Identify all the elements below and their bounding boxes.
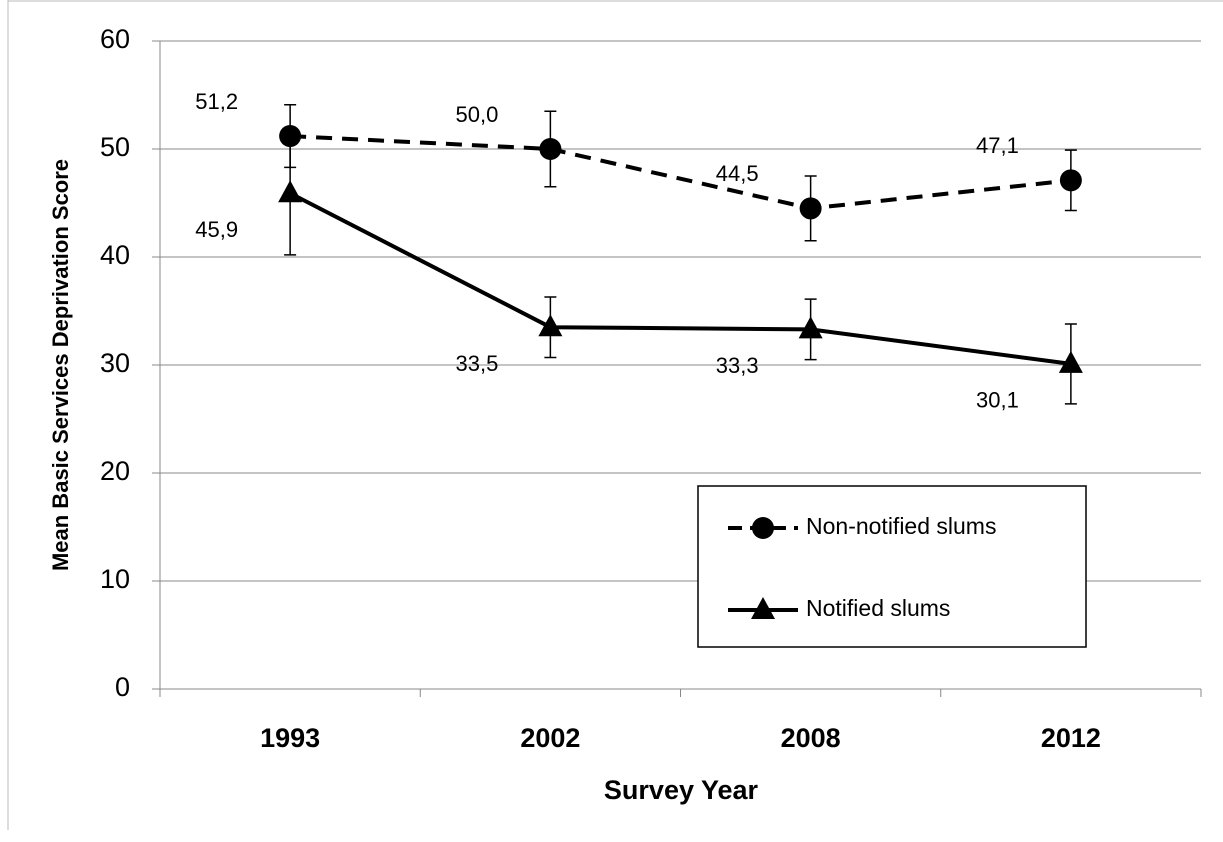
y-tick-label: 40 xyxy=(100,240,130,270)
y-axis-title: Mean Basic Services Deprivation Score xyxy=(48,159,73,571)
data-label: 30,1 xyxy=(976,388,1019,413)
data-label: 47,1 xyxy=(976,133,1019,158)
y-tick-label: 0 xyxy=(115,672,130,702)
legend-box xyxy=(697,485,1087,648)
data-label: 50,0 xyxy=(456,102,499,127)
legend-label: Non-notified slums xyxy=(806,513,996,539)
y-tick-label: 50 xyxy=(100,132,130,162)
legend-marker xyxy=(751,597,775,619)
series-line xyxy=(289,191,1072,366)
data-label: 33,5 xyxy=(456,351,499,376)
x-tick-label: 2002 xyxy=(520,723,580,753)
data-point xyxy=(798,316,823,339)
series-line xyxy=(290,134,1072,211)
data-point xyxy=(799,197,822,220)
legend-label: Notified slums xyxy=(806,595,950,621)
x-tick-label: 2012 xyxy=(1041,723,1101,753)
data-point xyxy=(539,138,562,160)
y-tick-label: 20 xyxy=(100,456,130,486)
x-axis-title: Survey Year xyxy=(604,775,759,805)
data-label: 45,9 xyxy=(195,217,238,242)
data-label: 44,5 xyxy=(716,161,759,186)
y-tick-label: 30 xyxy=(100,348,130,378)
y-tick-label: 10 xyxy=(100,564,130,594)
data-label: 33,3 xyxy=(716,353,759,378)
x-tick-label: 1993 xyxy=(260,723,320,753)
data-point xyxy=(1058,350,1083,373)
y-tick-label: 60 xyxy=(100,24,130,54)
data-point xyxy=(538,314,563,337)
legend-marker xyxy=(752,517,774,539)
data-point xyxy=(1059,169,1082,192)
data-point xyxy=(278,180,303,203)
data-label: 51,2 xyxy=(195,89,238,114)
x-tick-label: 2008 xyxy=(781,723,841,753)
